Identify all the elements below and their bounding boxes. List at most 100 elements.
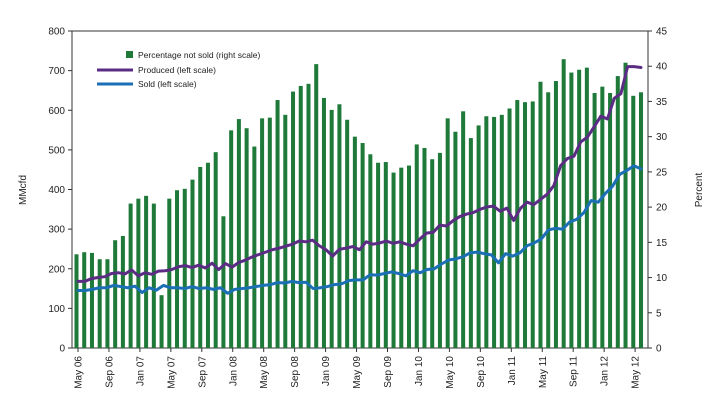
bar-percentage-not-sold	[352, 136, 357, 348]
bar-percentage-not-sold	[229, 130, 234, 348]
bar-percentage-not-sold	[391, 172, 396, 348]
bar-percentage-not-sold	[283, 114, 288, 348]
bar-percentage-not-sold	[120, 235, 125, 348]
x-tick-label: Jan 07	[135, 356, 146, 386]
x-tick-label: Sep 11	[569, 356, 580, 387]
bar-percentage-not-sold	[89, 252, 94, 348]
bar-percentage-not-sold	[468, 138, 473, 348]
bar-percentage-not-sold	[337, 104, 342, 348]
bar-percentage-not-sold	[321, 97, 326, 348]
bar-percentage-not-sold	[376, 162, 381, 348]
bar-percentage-not-sold	[205, 162, 210, 348]
bar-percentage-not-sold	[523, 102, 528, 349]
bar-percentage-not-sold	[437, 152, 442, 348]
x-tick-label: May 06	[74, 356, 85, 389]
left-axis-ticks: 0 100 200 300 400 500 600 700 800	[48, 27, 72, 355]
bar-percentage-not-sold	[298, 85, 303, 348]
left-axis-title: MMcfd	[18, 175, 29, 205]
bar-percentage-not-sold	[213, 152, 218, 348]
right-tick-label: 10	[656, 273, 668, 284]
x-tick-label: May 08	[259, 356, 270, 389]
bar-percentage-not-sold	[592, 92, 597, 349]
left-tick-label: 800	[48, 27, 65, 38]
x-tick-label: Sep 06	[104, 356, 115, 388]
bar-percentage-not-sold	[484, 116, 489, 349]
right-tick-label: 45	[656, 27, 668, 38]
bar-percentage-not-sold	[569, 72, 574, 348]
right-tick-label: 15	[656, 238, 668, 249]
x-tick-label: Jan 12	[600, 356, 611, 386]
bar-percentage-not-sold	[407, 165, 412, 348]
x-tick-label: Jan 10	[414, 356, 425, 386]
bar-percentage-not-sold	[600, 86, 605, 349]
left-tick-label: 0	[59, 344, 65, 355]
left-tick-label: 200	[48, 264, 65, 275]
left-tick-label: 700	[48, 66, 65, 77]
x-tick-label: May 09	[352, 356, 363, 389]
bar-percentage-not-sold	[453, 131, 458, 348]
bar-percentage-not-sold	[105, 259, 110, 348]
bar-percentage-not-sold	[306, 83, 311, 348]
bar-percentage-not-sold	[314, 64, 319, 349]
bar-percentage-not-sold	[515, 100, 520, 348]
right-tick-label: 40	[656, 62, 668, 73]
legend-label-produced: Produced (left scale)	[138, 65, 216, 75]
line-produced	[76, 65, 643, 283]
legend: Percentage not sold (right scale) Produc…	[97, 50, 261, 89]
bar-percentage-not-sold	[553, 81, 558, 349]
x-tick-label: Jan 11	[507, 356, 518, 386]
bar-percentage-not-sold	[608, 92, 613, 349]
bar-percentage-not-sold	[167, 198, 172, 348]
line-series	[76, 65, 643, 295]
bar-percentage-not-sold	[267, 117, 272, 349]
bar-percentage-not-sold	[538, 81, 543, 348]
line-sold	[76, 164, 643, 295]
bar-percentage-not-sold	[329, 109, 334, 349]
bar-percentage-not-sold	[546, 92, 551, 348]
bar-percentage-not-sold	[383, 162, 388, 348]
right-tick-label: 5	[656, 308, 662, 319]
right-tick-label: 30	[656, 132, 668, 143]
bar-percentage-not-sold	[198, 166, 203, 348]
left-tick-label: 400	[48, 185, 65, 196]
bar-percentage-not-sold	[499, 114, 504, 348]
bar-percentage-not-sold	[128, 203, 133, 348]
right-tick-label: 35	[656, 97, 668, 108]
bar-percentage-not-sold	[82, 252, 87, 348]
right-tick-label: 20	[656, 203, 668, 214]
bar-percentage-not-sold	[631, 95, 636, 348]
bar-percentage-not-sold	[445, 118, 450, 348]
x-tick-label: May 12	[631, 356, 642, 389]
x-axis-ticks: May 06 Sep 06 Jan 07 May 07 Sep 07 Jan 08 May …	[74, 348, 642, 389]
x-tick-label: Jan 08	[228, 356, 239, 386]
x-tick-label: May 11	[538, 356, 549, 388]
bar-percentage-not-sold	[244, 128, 249, 348]
bar-percentage-not-sold	[345, 119, 350, 348]
bar-percentage-not-sold	[461, 111, 466, 348]
bar-percentage-not-sold	[151, 203, 156, 348]
bar-percentage-not-sold	[530, 101, 535, 348]
bar-percentage-not-sold	[291, 91, 296, 348]
x-tick-label: Sep 10	[476, 356, 487, 388]
left-tick-label: 100	[48, 304, 65, 315]
right-tick-label: 0	[656, 344, 662, 355]
bar-percentage-not-sold	[236, 119, 241, 348]
legend-label-bars: Percentage not sold (right scale)	[138, 50, 261, 60]
right-axis-ticks: 0 5 10 15 20 25 30 35 40 45	[648, 27, 668, 355]
bar-percentage-not-sold	[190, 179, 195, 348]
legend-swatch-bars	[126, 51, 133, 58]
bar-percentage-not-sold	[275, 100, 280, 348]
right-axis-title: Percent	[694, 173, 705, 208]
bar-percentage-not-sold	[476, 125, 481, 349]
bar-percentage-not-sold	[368, 154, 373, 348]
x-tick-label: Sep 07	[197, 356, 208, 388]
bar-percentage-not-sold	[175, 190, 180, 348]
bar-percentage-not-sold	[136, 198, 141, 348]
x-tick-label: Sep 08	[290, 356, 301, 388]
bar-percentage-not-sold	[74, 254, 79, 348]
bar-percentage-not-sold	[492, 116, 497, 348]
bar-percentage-not-sold	[577, 69, 582, 349]
x-tick-label: Sep 09	[383, 356, 394, 388]
x-tick-label: May 07	[166, 356, 177, 389]
